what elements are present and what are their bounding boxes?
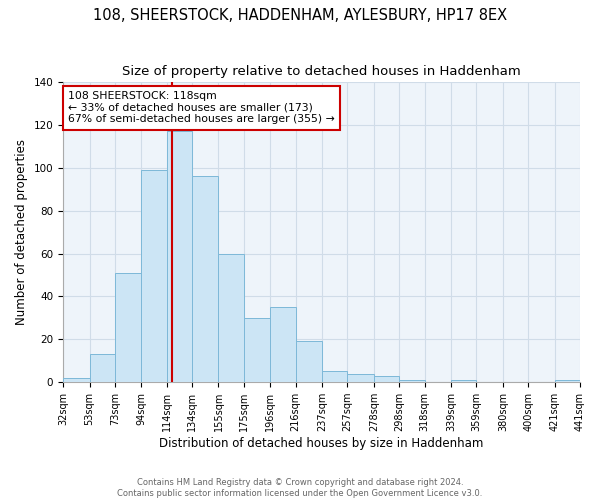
Bar (218, 254, 244, 382)
Bar (63, 378, 89, 382)
Bar (399, 380, 425, 382)
Bar (167, 132, 192, 382)
Y-axis label: Number of detached properties: Number of detached properties (15, 139, 28, 325)
Bar (322, 372, 347, 382)
Bar (296, 342, 322, 382)
Bar (115, 273, 142, 382)
Bar (192, 176, 218, 382)
Text: 108 SHEERSTOCK: 118sqm
← 33% of detached houses are smaller (173)
67% of semi-de: 108 SHEERSTOCK: 118sqm ← 33% of detached… (68, 91, 335, 124)
Bar (142, 170, 167, 382)
Bar (244, 318, 271, 382)
Bar (347, 374, 374, 382)
Title: Size of property relative to detached houses in Haddenham: Size of property relative to detached ho… (122, 65, 521, 78)
Bar (271, 307, 296, 382)
Bar (89, 354, 115, 382)
Text: Contains HM Land Registry data © Crown copyright and database right 2024.
Contai: Contains HM Land Registry data © Crown c… (118, 478, 482, 498)
Text: 108, SHEERSTOCK, HADDENHAM, AYLESBURY, HP17 8EX: 108, SHEERSTOCK, HADDENHAM, AYLESBURY, H… (93, 8, 507, 22)
X-axis label: Distribution of detached houses by size in Haddenham: Distribution of detached houses by size … (160, 437, 484, 450)
Bar (451, 380, 476, 382)
Bar (374, 376, 399, 382)
Bar (555, 380, 580, 382)
